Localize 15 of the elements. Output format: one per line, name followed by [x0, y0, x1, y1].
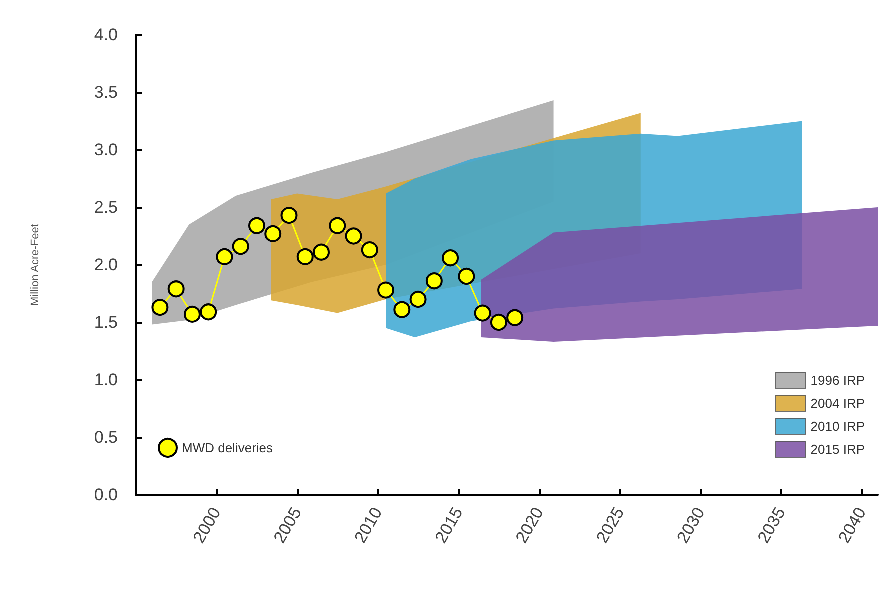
y-tick-label: 4.0 — [94, 26, 118, 44]
y-tick-label: 0.0 — [94, 486, 118, 504]
y-tick-label: 3.0 — [94, 140, 118, 160]
y-tick-label: 3.5 — [94, 83, 118, 102]
y-axis-title: Million Acre-Feet — [30, 224, 42, 306]
legend-label: MWD deliveries — [182, 440, 274, 456]
y-tick-label: 1.5 — [94, 313, 118, 332]
legend-label: 2004 IRP — [810, 396, 865, 411]
legend-label: 2010 IRP — [810, 419, 865, 434]
y-tick-label: 0.5 — [94, 428, 118, 447]
legend-label: 1996 IRP — [810, 373, 865, 388]
y-tick-label: 2.0 — [94, 256, 118, 274]
legend-label: 2015 IRP — [810, 442, 865, 457]
y-tick-label: 1.0 — [94, 370, 118, 390]
y-tick-label: 2.5 — [94, 198, 118, 217]
